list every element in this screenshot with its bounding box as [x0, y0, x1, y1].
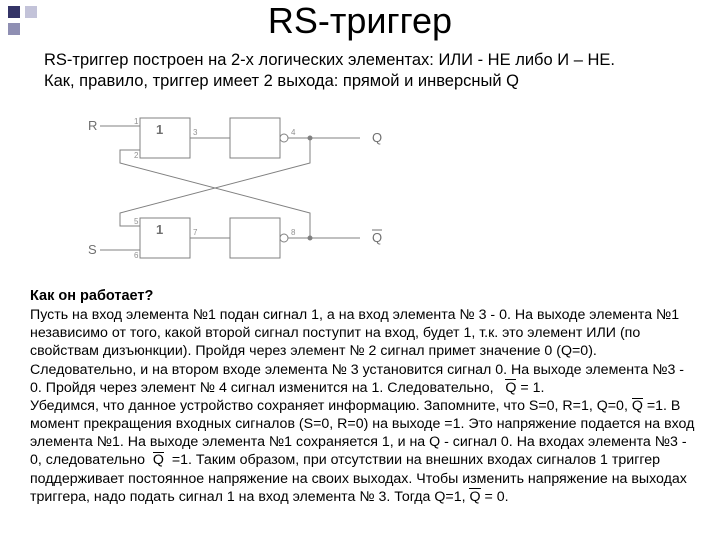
label-q: Q [372, 130, 382, 145]
pin-5: 5 [134, 217, 139, 226]
q-bar-symbol: Q [632, 397, 643, 415]
rs-trigger-diagram: R S Q Q 1 1 1 2 3 4 5 6 7 8 [80, 108, 410, 278]
q-bar-symbol: Q [153, 451, 164, 469]
section-heading: Как он работает? [30, 288, 153, 304]
intro-line-2: Как, правило, триггер имеет 2 выхода: пр… [44, 72, 519, 90]
pin-6: 6 [134, 251, 139, 260]
pin-3: 3 [193, 128, 198, 137]
pin-1: 1 [134, 117, 139, 126]
q-bar-symbol: Q [505, 379, 516, 397]
pin-8: 8 [291, 228, 296, 237]
intro-line-1: RS-триггер построен на 2-х логических эл… [44, 51, 615, 69]
body-p2d: = 0. [481, 489, 509, 505]
page-title: RS-триггер [0, 0, 720, 42]
gate-label-1: 1 [156, 222, 163, 237]
label-s: S [88, 242, 97, 257]
label-qbar: Q [372, 230, 382, 245]
label-r: R [88, 118, 97, 133]
body-paragraph: Пусть на вход элемента №1 подан сигнал 1… [30, 306, 696, 506]
pin-7: 7 [193, 228, 198, 237]
pin-2: 2 [134, 151, 139, 160]
slide: RS-триггер RS-триггер построен на 2-х ло… [0, 0, 720, 540]
gate-label-1: 1 [156, 122, 163, 137]
body-p1-tail: = 1. [516, 380, 544, 396]
q-bar-symbol: Q [469, 488, 480, 506]
body-p1: Пусть на вход элемента №1 подан сигнал 1… [30, 307, 684, 396]
body-p2a: Убедимся, что данное устройство сохраняе… [30, 398, 632, 414]
intro-text: RS-триггер построен на 2-х логических эл… [44, 50, 684, 91]
pin-4: 4 [291, 128, 296, 137]
